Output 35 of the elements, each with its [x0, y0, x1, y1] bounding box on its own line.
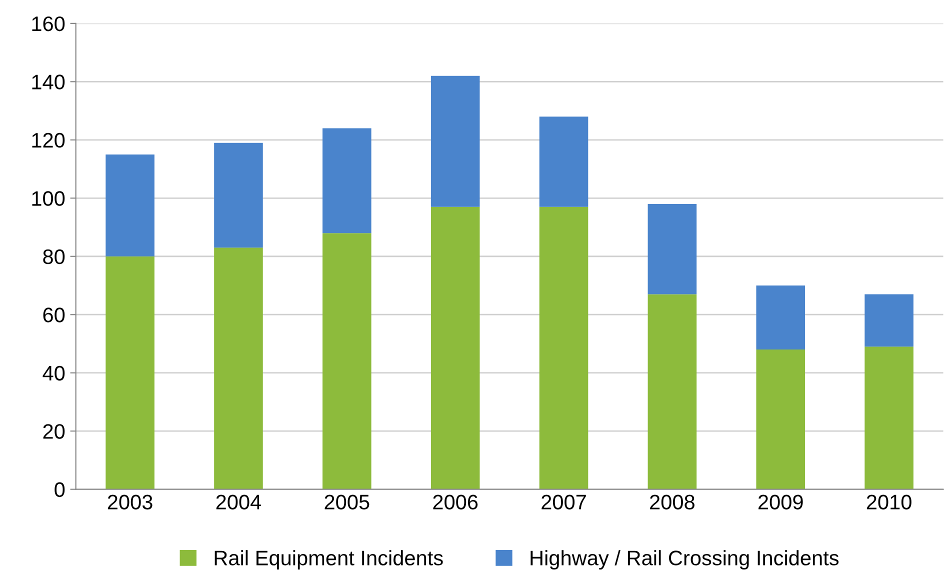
x-tick-label: 2007 [542, 494, 586, 510]
y-tick-label: 80 [43, 249, 65, 264]
y-tick-label: 0 [54, 482, 65, 498]
y-tick-label: 20 [43, 424, 65, 439]
y-tick-label: 60 [43, 308, 65, 322]
y-tick-label: 120 [32, 132, 65, 148]
x-tick-label: 2003 [108, 494, 152, 510]
bar [539, 206, 588, 490]
x-tick-label: 2004 [216, 494, 262, 510]
bar [756, 285, 806, 350]
legend-label: Highway / Rail Crossing Incidents [530, 550, 839, 570]
bar [864, 346, 914, 490]
bar [430, 76, 480, 207]
x-tick-label: 2006 [433, 494, 478, 510]
bar [214, 142, 263, 248]
x-tick-label: 2005 [324, 494, 370, 510]
bar [322, 128, 372, 234]
bar [756, 350, 806, 490]
y-tick-label: 160 [32, 16, 65, 32]
bar [106, 154, 154, 256]
x-tick-label: 2010 [866, 494, 912, 510]
bar [648, 294, 697, 490]
bar [864, 294, 914, 347]
bar [214, 248, 263, 490]
y-tick-label: 100 [32, 191, 65, 206]
bar [322, 233, 372, 490]
y-tick-label: 140 [32, 74, 65, 90]
y-tick-label: 40 [42, 366, 65, 381]
x-tick-label: 2009 [758, 494, 803, 510]
bar [648, 204, 697, 294]
bar [539, 116, 588, 207]
bar [430, 206, 480, 490]
legend-label: Rail Equipment Incidents [214, 550, 443, 570]
bar [106, 256, 154, 490]
x-tick-label: 2008 [650, 494, 694, 510]
